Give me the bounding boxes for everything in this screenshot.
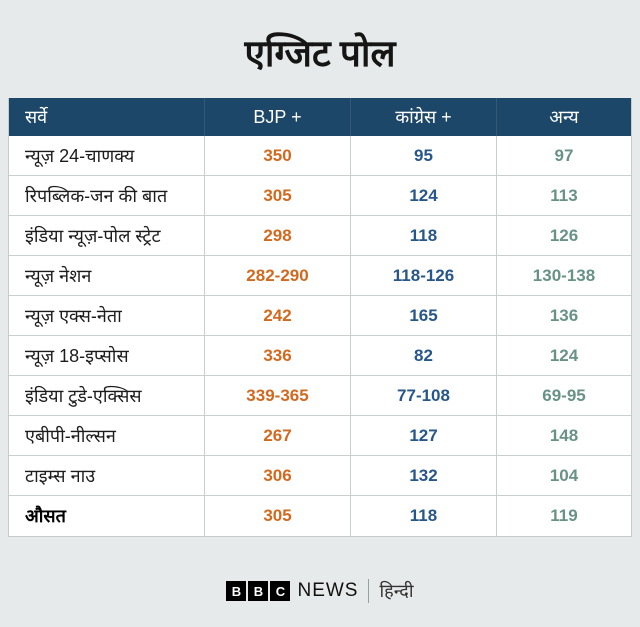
congress-value: 118 [351,216,497,256]
table-header-row: सर्वे BJP + कांग्रेस + अन्य [9,98,631,136]
column-header-bjp: BJP + [205,98,351,136]
congress-value: 118-126 [351,256,497,296]
survey-name: औसत [9,496,205,536]
column-header-congress: कांग्रेस + [351,98,497,136]
bjp-value: 282-290 [205,256,351,296]
table-row: न्यूज़ नेशन 282-290 118-126 130-138 [9,256,631,296]
table-row: रिपब्लिक-जन की बात 305 124 113 [9,176,631,216]
congress-value: 127 [351,416,497,456]
others-value: 69-95 [497,376,631,416]
others-value: 126 [497,216,631,256]
bjp-value: 305 [205,496,351,536]
others-value: 97 [497,136,631,176]
bjp-value: 350 [205,136,351,176]
survey-name: इंडिया न्यूज़-पोल स्ट्रेट [9,216,205,256]
bjp-value: 339-365 [205,376,351,416]
table-row: औसत 305 118 119 [9,496,631,536]
table-row: इंडिया टुडे-एक्सिस 339-365 77-108 69-95 [9,376,631,416]
others-value: 136 [497,296,631,336]
congress-value: 132 [351,456,497,496]
bbc-logo: B B C [226,581,291,601]
column-header-survey: सर्वे [9,98,205,136]
others-value: 130-138 [497,256,631,296]
others-value: 104 [497,456,631,496]
table-row: न्यूज़ 24-चाणक्य 350 95 97 [9,136,631,176]
survey-name: इंडिया टुडे-एक्सिस [9,376,205,416]
bjp-value: 267 [205,416,351,456]
page-title: एग्जिट पोल [244,34,396,75]
survey-name: न्यूज़ 24-चाणक्य [9,136,205,176]
others-value: 119 [550,506,578,525]
congress-value: 118 [351,496,497,536]
table-body: न्यूज़ 24-चाणक्य 350 95 97 रिपब्लिक-जन क… [9,136,631,536]
congress-value: 165 [351,296,497,336]
survey-name: न्यूज़ नेशन [9,256,205,296]
table-row: न्यूज़ 18-इप्सोस 336 82 124 [9,336,631,376]
survey-name: एबीपी-नील्सन [9,416,205,456]
bjp-value: 305 [205,176,351,216]
brand-news-label: NEWS [297,580,359,601]
bjp-value: 298 [205,216,351,256]
footer-divider [368,579,370,603]
bbc-logo-letter: C [270,581,291,601]
congress-value: 77-108 [351,376,497,416]
table-row: इंडिया न्यूज़-पोल स्ट्रेट 298 118 126 [9,216,631,256]
others-value: 124 [497,336,631,376]
bbc-logo-letter: B [248,581,269,601]
bjp-value: 336 [205,336,351,376]
table-row: टाइम्स नाउ 306 132 104 [9,456,631,496]
congress-value: 95 [351,136,497,176]
others-value: 148 [497,416,631,456]
survey-name: न्यूज़ 18-इप्सोस [9,336,205,376]
bjp-value: 306 [205,456,351,496]
exit-poll-table: सर्वे BJP + कांग्रेस + अन्य न्यूज़ 24-चा… [8,98,632,537]
column-header-others: अन्य [549,107,579,127]
survey-name: रिपब्लिक-जन की बात [9,176,205,216]
congress-value: 124 [351,176,497,216]
bjp-value: 242 [205,296,351,336]
table-row: न्यूज़ एक्स-नेता 242 165 136 [9,296,631,336]
brand-language-label: हिन्दी [379,581,414,601]
survey-name: न्यूज़ एक्स-नेता [9,296,205,336]
congress-value: 82 [351,336,497,376]
footer: B B C NEWS हिन्दी [0,579,640,603]
survey-name: टाइम्स नाउ [9,456,205,496]
bbc-logo-letter: B [226,581,247,601]
table-row: एबीपी-नील्सन 267 127 148 [9,416,631,456]
others-value: 113 [497,176,631,216]
